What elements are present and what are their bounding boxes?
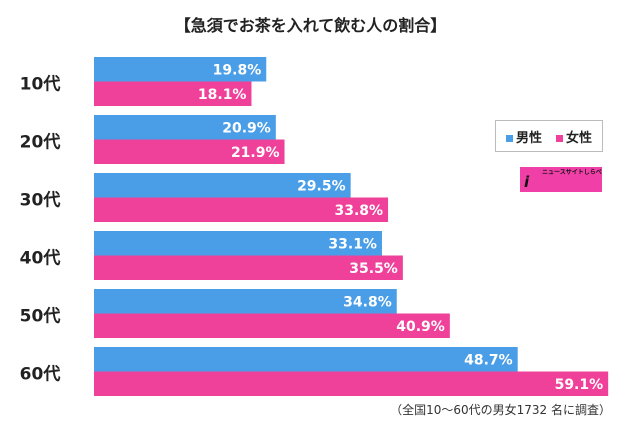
bar-male [94,289,397,314]
category-label: 30代 [20,190,61,211]
category-label: 10代 [20,74,61,95]
data-label: 21.9% [231,145,280,161]
category-label: 40代 [20,248,61,269]
legend-label: 男性 [515,130,542,146]
bar-female [94,81,252,106]
bar-male [94,173,351,198]
data-label: 40.9% [396,319,445,335]
data-label: 18.1% [198,87,247,103]
legend-male: 男性 [505,127,542,146]
sirabee-logo: ニュースサイトしらべぇi SIRABEE [520,167,602,192]
chart-title: 【急須でお茶を入れて飲む人の割合】 [174,16,447,35]
bar-male [94,57,267,82]
bar-female [94,371,609,396]
data-label: 33.1% [328,236,377,252]
footnote: （全国10〜60代の男女1732 名に調査） [390,403,611,417]
legend: 男性 女性 [495,120,603,152]
data-label: 33.8% [334,203,383,219]
category-label: 60代 [20,364,61,385]
bar-male [94,347,518,372]
bar-female [94,197,389,222]
legend-label: 女性 [566,130,593,146]
data-label: 48.7% [464,352,513,368]
category-label: 20代 [20,132,61,153]
bar-female [94,313,450,338]
bar-male [94,115,276,140]
data-label: 29.5% [297,178,346,194]
data-label: 35.5% [349,261,398,277]
bar-female [94,139,285,164]
data-label: 19.8% [213,62,262,78]
data-label: 59.1% [555,377,604,393]
legend-swatch-female [556,134,563,142]
data-label: 34.8% [343,294,392,310]
legend-female: 女性 [556,127,592,146]
data-label: 20.9% [222,120,271,136]
legend-swatch-male [505,134,513,142]
category-label: 50代 [20,306,61,327]
bar-female [94,255,403,280]
bar-male [94,231,382,256]
